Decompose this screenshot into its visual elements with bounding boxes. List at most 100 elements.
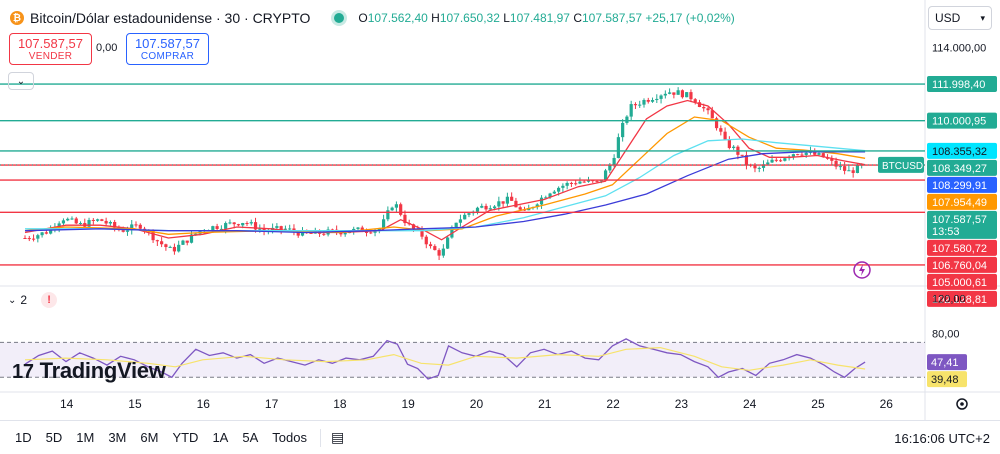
collapse-chevron-icon[interactable]: ⌄ (8, 72, 34, 90)
ma-price-label-text: 107.954,49 (932, 197, 987, 209)
candle-body (104, 220, 108, 224)
candle-body (753, 165, 757, 169)
candle-body (390, 207, 394, 211)
candle (95, 218, 100, 222)
candle (108, 220, 112, 226)
candle (676, 87, 680, 95)
candle (70, 216, 74, 220)
candle (659, 94, 663, 104)
candle-body (224, 223, 228, 229)
ma-price-label-bg (927, 176, 997, 193)
time-axis-tick: 24 (743, 397, 757, 411)
rsi-axis-label: 80,00 (932, 329, 960, 341)
candle (706, 106, 710, 115)
timeframe-1d[interactable]: 1D (15, 430, 32, 445)
candle-body (843, 166, 847, 171)
level-price-label: 108.349,27 (927, 159, 997, 176)
candle (621, 119, 625, 142)
candle-body (548, 193, 552, 198)
level-price-label-text: 105.000,61 (932, 277, 987, 289)
candle (27, 235, 31, 242)
candle (744, 151, 749, 170)
candle-body (497, 201, 501, 207)
candle-body (650, 100, 655, 102)
candle (181, 239, 185, 246)
candle-body (454, 222, 458, 228)
candle (446, 235, 450, 250)
candle-body (680, 90, 685, 98)
candle-body (518, 207, 522, 210)
candle-body (236, 224, 241, 226)
ohlc-readout: O107.562,40 H107.650,32 L107.481,97 C107… (358, 11, 735, 25)
warning-icon[interactable]: ! (41, 292, 58, 308)
candle-body (377, 228, 381, 231)
candle-body (796, 154, 800, 156)
indicators-toggle[interactable]: ⌄ 2 (8, 293, 28, 307)
candle-body (428, 244, 433, 247)
time-axis-tick: 20 (470, 397, 484, 411)
candle-body (356, 227, 360, 229)
ma-price-label: 108.299,91 (927, 176, 997, 193)
calendar-range-icon[interactable]: ▤ (330, 429, 345, 445)
candle-body (27, 238, 31, 240)
moving-average-4 (24, 151, 866, 234)
timeframe-6m[interactable]: 6M (140, 430, 159, 445)
timeframe-1m[interactable]: 1M (76, 430, 95, 445)
candle-body (804, 152, 808, 155)
time-axis-tick: 21 (538, 397, 552, 411)
candle (539, 195, 544, 209)
candle (761, 160, 766, 172)
candle (830, 155, 834, 165)
gear-icon-hub (960, 402, 964, 406)
tradingview-logo[interactable]: 17 TradingView (12, 358, 166, 383)
timeframe-3m[interactable]: 3M (108, 430, 127, 445)
candle-body (381, 219, 386, 229)
candle (87, 217, 91, 228)
candle-body (689, 92, 693, 100)
candle-body (851, 170, 855, 173)
level-price-label-bg (927, 239, 997, 256)
candle-body (847, 170, 851, 172)
candle-body (343, 232, 347, 235)
candle (249, 219, 253, 226)
buy-button[interactable]: 107.587,57 COMPRAR (126, 33, 209, 65)
level-price-label: 106.760,04 (927, 256, 997, 273)
candle-body (113, 221, 117, 228)
candle (215, 223, 219, 231)
candle-body (757, 167, 761, 169)
timeframe-todos[interactable]: Todos (272, 430, 307, 445)
candle (544, 195, 548, 199)
symbol-title[interactable]: Bitcoin/Dólar estadounidense · 30 · CRYP… (30, 10, 311, 26)
candle-body (761, 164, 766, 168)
level-price-label: 102.128,81 (927, 290, 997, 307)
currency-select[interactable]: USD ▾ (928, 6, 992, 30)
candle (185, 240, 189, 246)
candle-body (74, 218, 78, 224)
timeframe-ytd[interactable]: YTD (172, 430, 199, 445)
level-price-label-text: 102.128,81 (932, 294, 987, 306)
candle (31, 234, 36, 242)
candle (770, 155, 774, 163)
chart-canvas[interactable]: 114.000,00 111.998,40 110.000,95 108.355,32… (0, 0, 1000, 420)
level-price-label-bg (927, 273, 997, 290)
candle-body (279, 226, 283, 230)
candle-body (791, 154, 795, 157)
timeframe-5d[interactable]: 5D (45, 430, 63, 445)
timeframe-1a[interactable]: 1A (212, 430, 229, 445)
candle-body (616, 137, 620, 158)
clock-display[interactable]: 16:16:06 UTC+2 (894, 431, 990, 446)
candle-body (155, 240, 159, 242)
candle-body (411, 224, 416, 229)
gear-icon[interactable] (956, 398, 968, 410)
timeframe-5a[interactable]: 5A (242, 430, 259, 445)
candle-body (544, 197, 548, 199)
sell-button[interactable]: 107.587,57 VENDER (9, 33, 92, 65)
candle-body (813, 151, 817, 155)
candle-body (668, 92, 672, 94)
candle-body (296, 231, 300, 236)
candle-body (219, 228, 223, 230)
candle-body (91, 219, 95, 221)
candle (851, 167, 855, 178)
candle (680, 89, 685, 99)
